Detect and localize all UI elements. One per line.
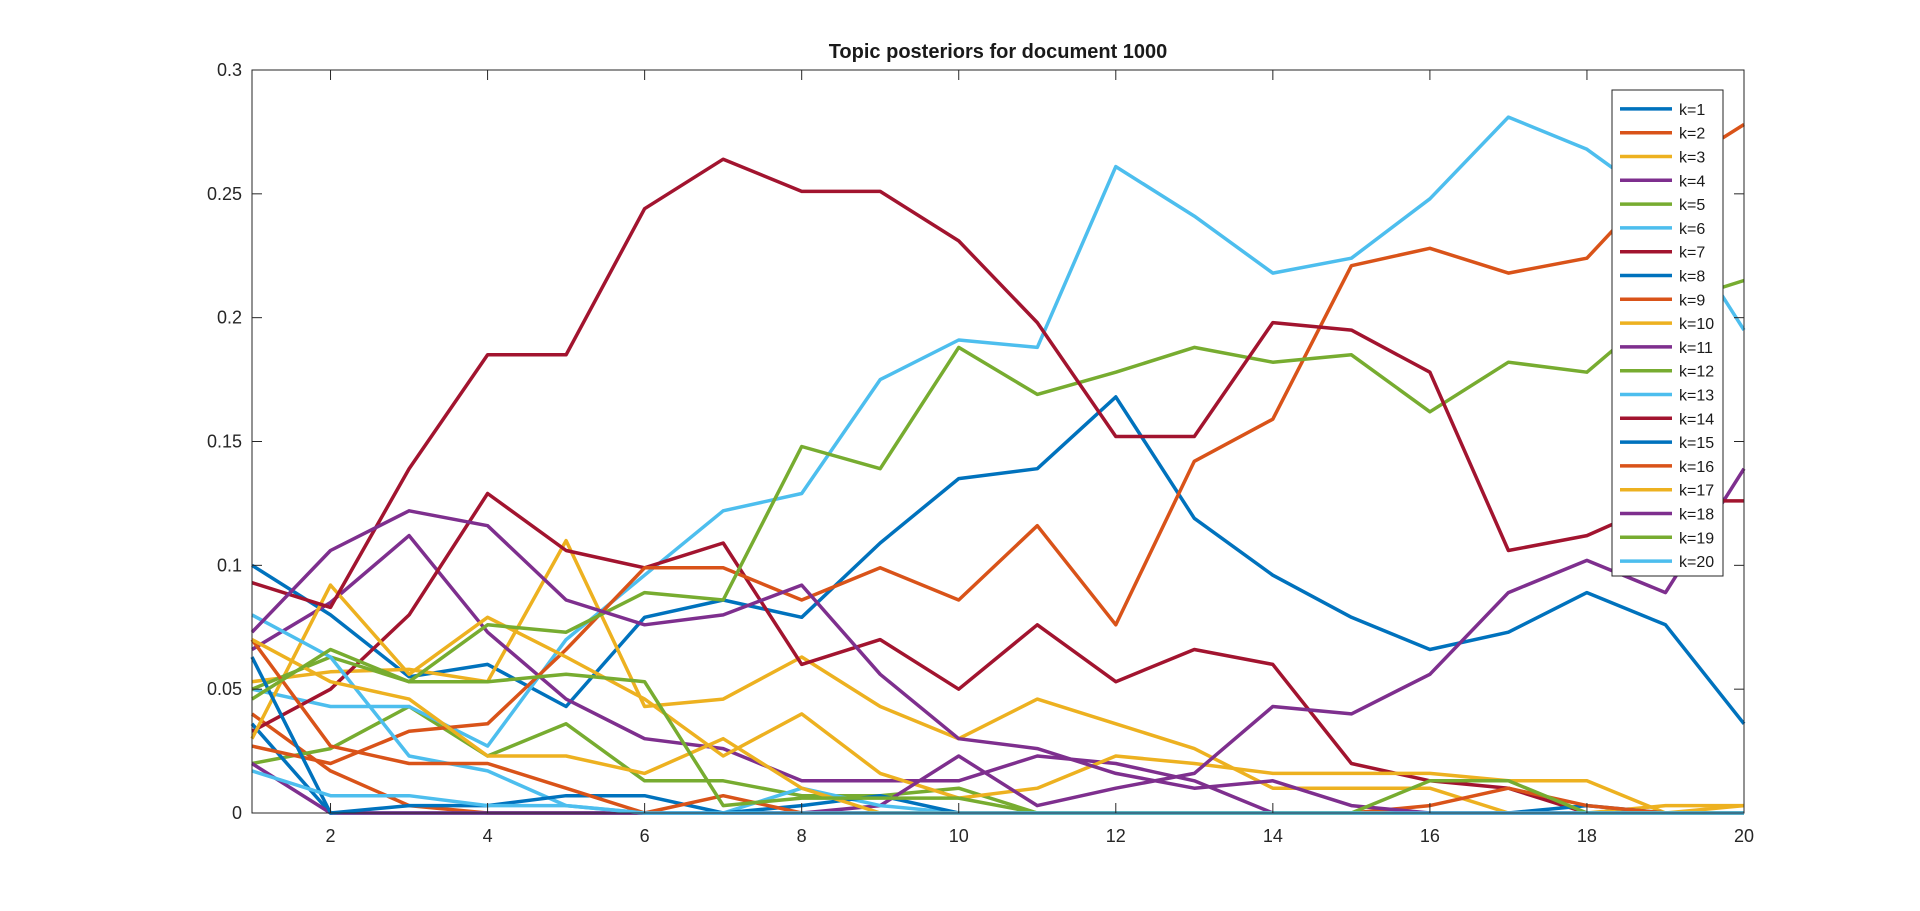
legend-label-k9: k=9 <box>1679 292 1705 309</box>
series-layer <box>250 115 1746 815</box>
y-tick-label: 0.2 <box>217 308 242 328</box>
x-tick-label: 16 <box>1420 826 1440 846</box>
legend-label-k10: k=10 <box>1679 316 1714 333</box>
legend-label-k17: k=17 <box>1679 483 1714 500</box>
legend-label-k15: k=15 <box>1679 435 1714 452</box>
x-tick-label: 10 <box>949 826 969 846</box>
series-line-k19 <box>251 647 1744 815</box>
series-line-k14 <box>251 157 1744 610</box>
y-tick-label: 0.1 <box>217 555 242 575</box>
y-tick-label: 0.3 <box>217 60 242 80</box>
legend-label-k6: k=6 <box>1679 221 1705 238</box>
legend-label-k20: k=20 <box>1679 554 1714 571</box>
series-line-k9 <box>251 123 1745 766</box>
series-line-k12 <box>251 278 1745 691</box>
legend-label-k19: k=19 <box>1679 530 1714 547</box>
y-tick-label: 0.05 <box>207 679 242 699</box>
x-tick-label: 8 <box>797 826 807 846</box>
series-line-k11 <box>251 467 1746 815</box>
legend-label-k5: k=5 <box>1679 197 1705 214</box>
x-tick-label: 20 <box>1734 826 1754 846</box>
series-line-k3 <box>251 538 1744 815</box>
legend-label-k4: k=4 <box>1679 173 1705 190</box>
y-tick-label: 0 <box>232 803 242 823</box>
x-tick-label: 14 <box>1263 826 1283 846</box>
x-tick-label: 18 <box>1577 826 1597 846</box>
legend-box <box>1611 89 1724 577</box>
series-line-k7 <box>251 491 1744 815</box>
y-tick-label: 0.25 <box>207 184 242 204</box>
series-line-k13 <box>251 613 1744 815</box>
x-tick-label: 6 <box>640 826 650 846</box>
x-tick-label: 4 <box>483 826 493 846</box>
x-tick-label: 2 <box>326 826 336 846</box>
chart-title: Topic posteriors for document 1000 <box>829 41 1168 63</box>
y-tick-label: 0.15 <box>207 432 242 452</box>
legend-label-k12: k=12 <box>1679 364 1714 381</box>
series-line-k5 <box>251 704 1744 815</box>
legend-label-k1: k=1 <box>1679 102 1705 119</box>
legend-label-k14: k=14 <box>1679 411 1714 428</box>
legend-label-k16: k=16 <box>1679 459 1714 476</box>
series-line-k1 <box>251 395 1746 725</box>
legend: k=1 k=2 k=3 k=4 k=5 k=6 k=7 k=8 k=9 k=10 k=11 k=12 k… <box>1611 89 1724 577</box>
legend-label-k8: k=8 <box>1679 269 1705 286</box>
legend-label-k11: k=11 <box>1679 340 1713 357</box>
series-line-k4 <box>251 533 1744 815</box>
legend-label-k13: k=13 <box>1679 388 1714 405</box>
legend-label-k18: k=18 <box>1679 507 1714 524</box>
legend-label-k7: k=7 <box>1679 245 1705 262</box>
plot-area-frame <box>251 69 1745 814</box>
x-tick-label: 12 <box>1106 826 1126 846</box>
legend-label-k2: k=2 <box>1679 126 1705 143</box>
legend-label-k3: k=3 <box>1679 150 1705 167</box>
series-line-k6 <box>251 115 1746 748</box>
axis-layer: 2 4 6 8 10 12 14 16 18 20 0 0.05 0.1 0.15 0.2 0.25 0.3 <box>207 60 1754 846</box>
